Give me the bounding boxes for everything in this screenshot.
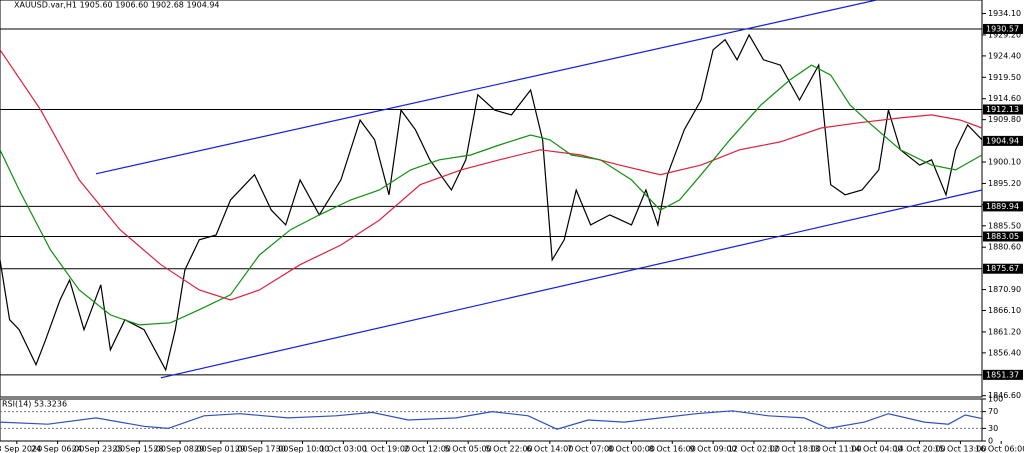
x-tick-label: 1 Oct 19:00 [363,445,410,453]
level-label-box [983,201,1023,212]
x-tick-label: 6 Oct 14:00 [526,445,573,453]
x-tick-label: 12 Oct 02:00 [728,445,780,453]
x-tick-label: 30 Sep 10:00 [276,445,329,453]
x-tick-label: 29 Sep 17:00 [235,445,288,453]
y-tick-label: 70 [988,407,998,416]
level-label-box [983,231,1023,242]
x-tick-label: 14 Oct 20:00 [893,445,945,453]
rsi-panel [0,398,983,442]
level-label: 1889.94 [986,202,1019,211]
series-line [0,33,983,372]
y-tick-label: 1861.20 [988,327,1021,336]
x-tick-label: 5 Oct 22:00 [485,445,532,453]
x-tick-label: 13 Oct 11:00 [809,445,861,453]
level-label: 1875.67 [986,264,1019,273]
x-tick-label: 7 Oct 07:00 [567,445,614,453]
x-tick-label: 29 Sep 01:00 [194,445,247,453]
x-tick-label: 8 Oct 16:00 [649,445,696,453]
current-price-box [983,135,1023,146]
chart-title: XAUUSD.var,H1 1905.60 1906.60 1902.68 19… [14,1,220,10]
y-tick-label: 1846.60 [988,391,1021,400]
y-tick-label: 1866.10 [988,306,1021,315]
y-tick-label: 100 [988,395,1003,404]
y-tick-label: 1870.90 [988,285,1021,294]
y-tick-label: 0 [988,437,993,446]
y-tick-label: 1895.20 [988,179,1021,188]
series-line [160,189,983,379]
current-price-label: 1904.94 [986,136,1019,145]
y-tick-label: 1885.50 [988,221,1021,230]
y-tick-label: 1934.10 [988,9,1021,18]
x-tick-label: 24 Sep 23:00 [72,445,125,453]
level-label: 1930.57 [986,24,1019,33]
series-line [0,410,983,430]
x-tick-label: 1 Oct 03:00 [320,445,367,453]
x-tick-label: 15 Oct 13:00 [934,445,986,453]
x-tick-label: 14 Oct 04:00 [850,445,902,453]
level-label: 1851.37 [986,370,1019,379]
x-tick-label: 12 Oct 18:00 [769,445,821,453]
x-tick-label: 25 Sep 15:00 [113,445,166,453]
x-tick-label: 2 Oct 12:00 [404,445,451,453]
level-label: 1912.13 [986,105,1019,114]
x-tick-label: 9 Oct 09:00 [690,445,737,453]
x-tick-label: 23 Sep 2020 [0,445,42,453]
y-tick-label: 1929.20 [988,30,1021,39]
y-tick-label: 1909.80 [988,115,1021,124]
y-tick-label: 1880.60 [988,243,1021,252]
level-label-box [983,23,1023,34]
y-tick-label: 1856.40 [988,348,1021,357]
series-line [0,49,983,301]
x-tick-label: 8 Oct 00:00 [608,445,655,453]
level-label-box [983,263,1023,274]
x-tick-label: 5 Oct 05:00 [445,445,492,453]
y-tick-label: 1900.10 [988,158,1021,167]
rsi-title: RSI(14) 53.3236 [2,400,67,409]
y-tick-label: 30 [988,424,998,433]
x-tick-label: 16 Oct 06:00 [975,445,1024,453]
level-label: 1883.05 [986,232,1019,241]
x-tick-label: 28 Sep 08:00 [153,445,206,453]
main-panel [0,0,983,398]
y-tick-label: 1919.50 [988,73,1021,82]
series-line [95,0,877,175]
level-label-box [983,369,1023,380]
series-line [0,64,983,326]
x-tick-label: 24 Sep 06:00 [31,445,84,453]
y-tick-label: 1914.60 [988,94,1021,103]
level-label-box [983,104,1023,115]
y-tick-label: 1924.40 [988,51,1021,60]
